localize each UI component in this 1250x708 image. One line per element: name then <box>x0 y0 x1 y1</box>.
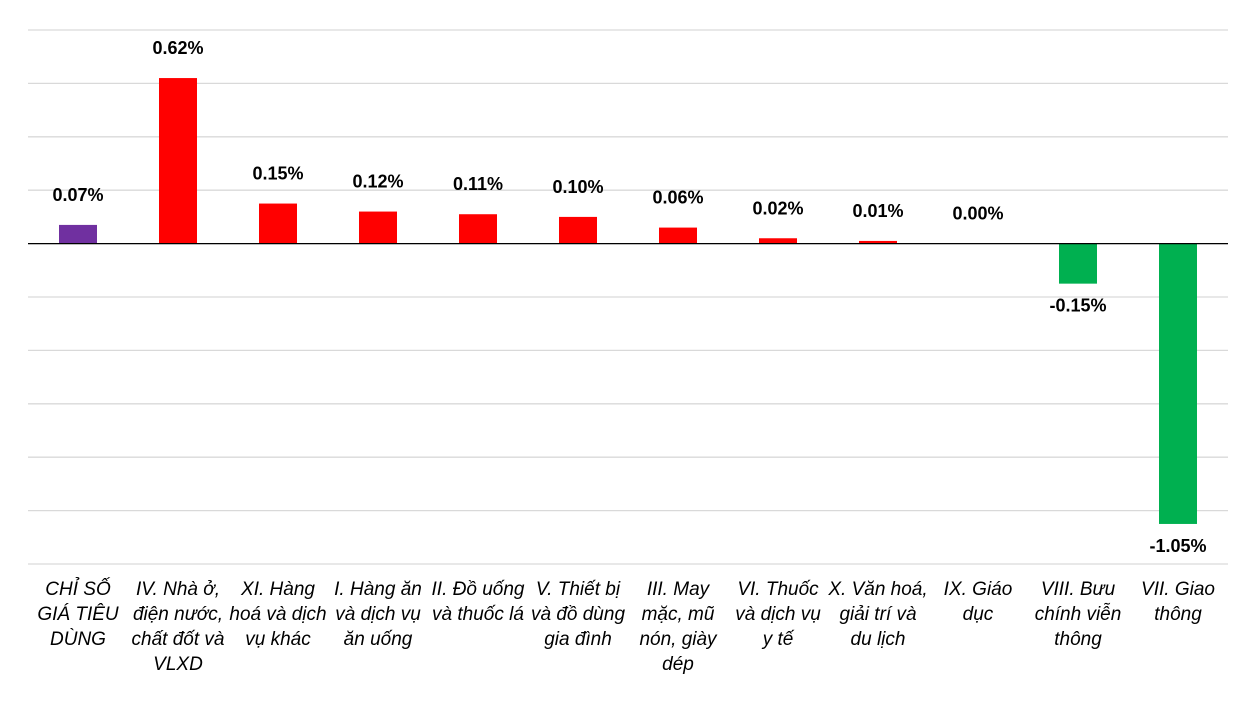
value-label: -0.15% <box>1049 296 1106 316</box>
x-tick-label: I. Hàng ăn và dịch vụ ăn uống <box>334 579 422 650</box>
x-tick-label: VII. Giao thông <box>1141 579 1215 625</box>
x-tick-label: VI. Thuốc và dịch vụ y tế <box>735 579 821 650</box>
bar <box>659 227 697 244</box>
bar <box>559 216 597 244</box>
x-tick-label: IV. Nhà ở, điện nước, chất đốt và VLXD <box>131 579 225 675</box>
value-label: 0.11% <box>453 174 503 194</box>
value-label: 0.06% <box>652 188 703 208</box>
x-tick-label: II. Đồ uống và thuốc lá <box>431 579 525 625</box>
value-label: 0.01% <box>852 201 903 221</box>
value-label: 0.07% <box>52 185 103 205</box>
x-tick-label: V. Thiết bị và đồ dùng gia đình <box>530 579 626 650</box>
bar <box>1159 243 1197 524</box>
bar <box>259 203 297 244</box>
value-label: 0.62% <box>152 38 203 58</box>
x-tick-label: CHỈ SỐ GIÁ TIÊU DÙNG <box>37 579 119 650</box>
x-tick-label: X. Văn hoá, giải trí và du lịch <box>828 579 928 650</box>
bar <box>59 224 97 244</box>
value-label: 0.12% <box>352 172 403 192</box>
value-label: 0.10% <box>552 177 603 197</box>
bar <box>159 78 197 244</box>
x-tick-label: XI. Hàng hoá và dịch vụ khác <box>229 579 327 650</box>
value-label: -1.05% <box>1149 536 1206 556</box>
bar <box>759 238 797 244</box>
bar <box>859 240 897 244</box>
bar <box>459 214 497 244</box>
value-label: 0.02% <box>752 198 803 218</box>
value-label: 0.00% <box>952 204 1003 224</box>
x-tick-label: VIII. Bưu chính viễn thông <box>1034 579 1122 650</box>
value-label: 0.15% <box>252 164 303 184</box>
bar <box>1059 243 1097 284</box>
bar <box>359 211 397 244</box>
x-tick-label: IX. Giáo dục <box>943 579 1013 625</box>
x-tick-label: III. May mặc, mũ nón, giày dép <box>639 579 717 675</box>
